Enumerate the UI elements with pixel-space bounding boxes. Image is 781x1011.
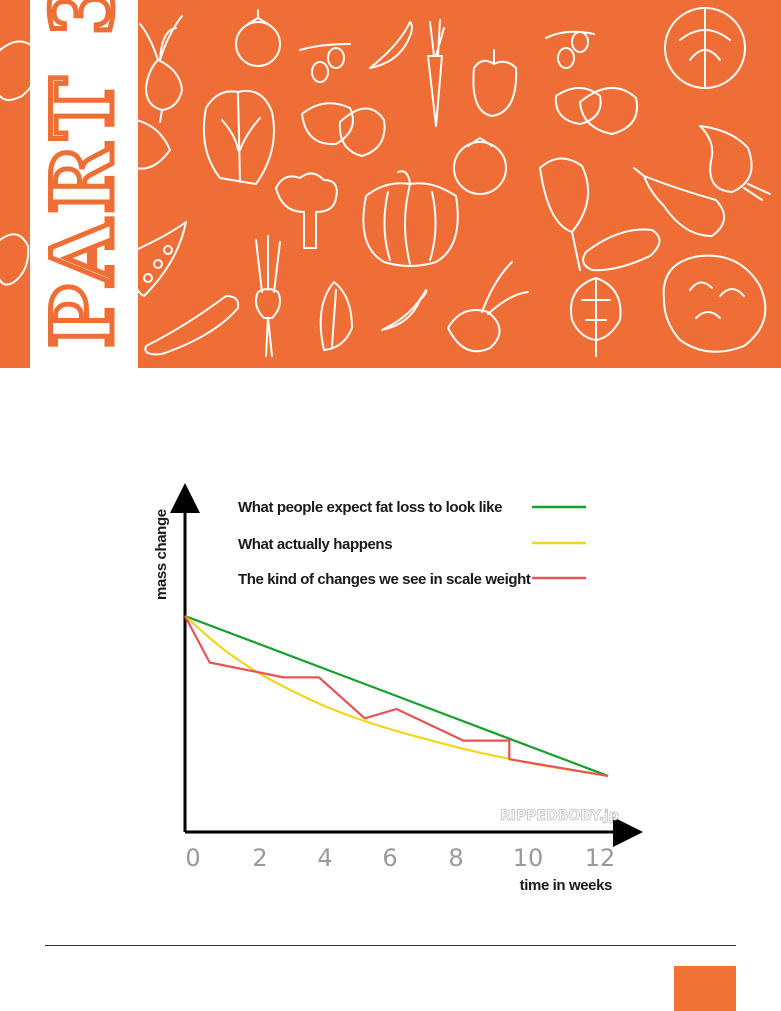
footer-divider [45, 945, 736, 946]
bell-pepper-icon [472, 49, 518, 117]
potato-icon [554, 86, 638, 135]
radish-icon [447, 261, 529, 353]
broccoli-icon [275, 172, 338, 249]
cabbage-icon [664, 7, 746, 89]
pea-pod-icon [135, 119, 171, 170]
olive-icon [545, 30, 595, 69]
green-onion-icon [255, 235, 281, 357]
legend: What people expect fat loss to look like… [238, 499, 586, 588]
series-line-expected [184, 614, 609, 777]
watermark: RIPPEDBODY.jp [500, 808, 619, 824]
artichoke-icon [570, 277, 622, 357]
spinach-leaf-icon [539, 157, 589, 271]
x-tick-label-0: 0 [185, 844, 200, 872]
beetroot-icon [139, 15, 183, 123]
endive-icon [319, 281, 353, 351]
series-line-scale [184, 615, 609, 778]
olive-icon [299, 43, 351, 83]
chart-canvas: mass change time in weeks RIPPEDBODY.jp … [153, 483, 643, 894]
carrot-icon [427, 19, 445, 127]
lettuce-icon [202, 90, 275, 185]
part-banner: PART 3 [0, 0, 781, 368]
legend-label-scale: The kind of changes we see in scale weig… [238, 571, 531, 588]
legend-label-expected: What people expect fat loss to look like [238, 499, 502, 516]
x-tick-label-6: 6 [382, 844, 397, 872]
x-tick-labels: 0 2 4 6 8 10 12 [185, 844, 615, 872]
x-tick-label-2: 2 [252, 844, 267, 872]
chili-pepper-icon [381, 289, 428, 331]
chili-pepper-icon [369, 21, 413, 69]
x-tick-label-4: 4 [317, 844, 332, 872]
x-tick-label-12: 12 [585, 844, 616, 872]
x-tick-label-8: 8 [448, 844, 463, 872]
legend-label-actual: What actually happens [238, 536, 392, 553]
cucumber-icon [582, 228, 661, 272]
tomato-icon [235, 9, 281, 67]
onion-icon [699, 125, 771, 201]
part-label-strip [30, 0, 138, 368]
y-axis-title: mass change [153, 509, 170, 600]
x-axis-title: time in weeks [520, 877, 612, 894]
x-tick-label-10: 10 [513, 844, 544, 872]
zucchini-icon [144, 295, 240, 356]
page-number-badge [674, 966, 736, 1011]
part-label: PART 3 [33, 0, 132, 348]
eggplant-icon [633, 167, 725, 237]
vegetable-pattern: PART 3 [0, 0, 781, 368]
potato-icon [301, 102, 386, 157]
pumpkin-icon [362, 170, 459, 267]
cabbage-icon [0, 233, 30, 286]
cauliflower-icon [662, 254, 767, 353]
tomato-icon [453, 137, 507, 195]
series-lines [184, 614, 609, 778]
fat-loss-chart: mass change time in weeks RIPPEDBODY.jp … [0, 368, 781, 928]
